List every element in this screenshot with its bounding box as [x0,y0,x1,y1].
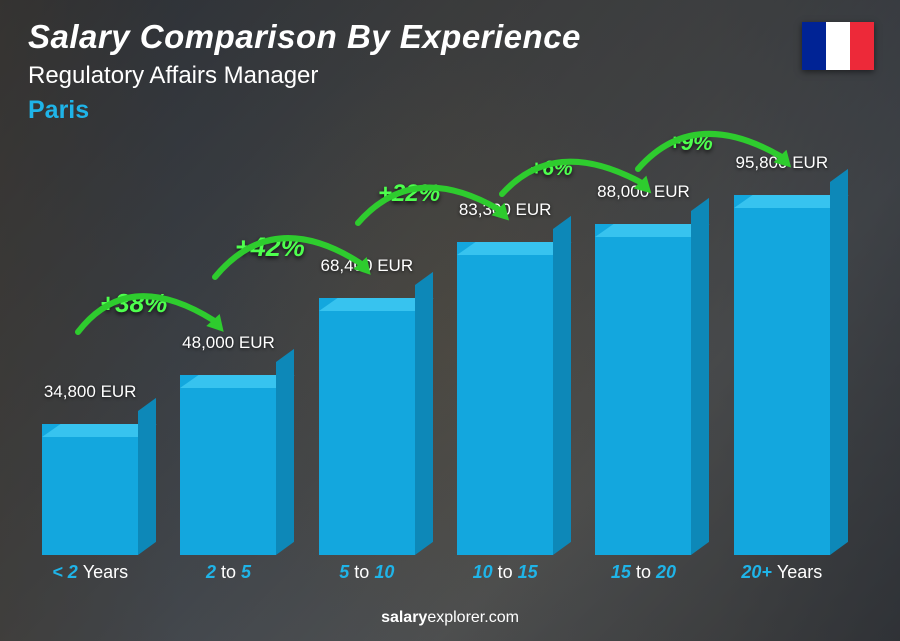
increase-label: +22% [378,180,440,208]
increase-label: +38% [100,288,167,319]
bar-group: 34,800 EUR < 2 Years [30,140,150,583]
bar-side [553,216,571,555]
bar-group: 83,300 EUR 10 to 15 [445,140,565,583]
chart-subtitle: Regulatory Affairs Manager [28,62,872,90]
bar-side [691,198,709,555]
bar-group: 88,000 EUR 15 to 20 [583,140,703,583]
bar-side [830,169,848,555]
footer-rest: explorer.com [427,609,519,626]
footer-attribution: salaryexplorer.com [0,609,900,627]
bar [734,195,830,555]
increase-label: +6% [530,157,573,181]
bar-front [319,298,415,555]
bar-group: 48,000 EUR 2 to 5 [168,140,288,583]
bar-front [734,195,830,555]
bar-category-label: < 2 Years [52,562,128,583]
bar-category-label: 20+ Years [741,562,822,583]
bar-category-label: 15 to 20 [611,562,676,583]
flag-stripe-1 [802,22,826,70]
bar-value-label: 95,800 EUR [735,153,828,173]
bar-front [595,224,691,555]
bar [595,224,691,555]
flag-stripe-3 [850,22,874,70]
bar-front [42,424,138,555]
header: Salary Comparison By Experience Regulato… [28,18,872,125]
bar-side [415,272,433,555]
bar [319,298,415,555]
bar-value-label: 88,000 EUR [597,182,690,202]
chart-location: Paris [28,96,872,125]
bar [457,242,553,555]
bar-side [138,398,156,555]
bar [180,375,276,555]
bar [42,424,138,555]
chart-title: Salary Comparison By Experience [28,18,872,56]
bar-group: 95,800 EUR 20+ Years [722,140,842,583]
increase-label: +42% [235,232,305,263]
bar-category-label: 5 to 10 [339,562,394,583]
bar-category-label: 10 to 15 [473,562,538,583]
bar-value-label: 34,800 EUR [44,382,137,402]
bar-front [180,375,276,555]
flag-icon [802,22,874,70]
increase-label: +9% [668,130,713,156]
footer-bold: salary [381,609,427,626]
flag-stripe-2 [826,22,850,70]
bar-value-label: 83,300 EUR [459,200,552,220]
bar-value-label: 48,000 EUR [182,333,275,353]
bar-front [457,242,553,555]
bar-category-label: 2 to 5 [206,562,251,583]
bar-side [276,349,294,555]
bar-value-label: 68,400 EUR [321,256,414,276]
